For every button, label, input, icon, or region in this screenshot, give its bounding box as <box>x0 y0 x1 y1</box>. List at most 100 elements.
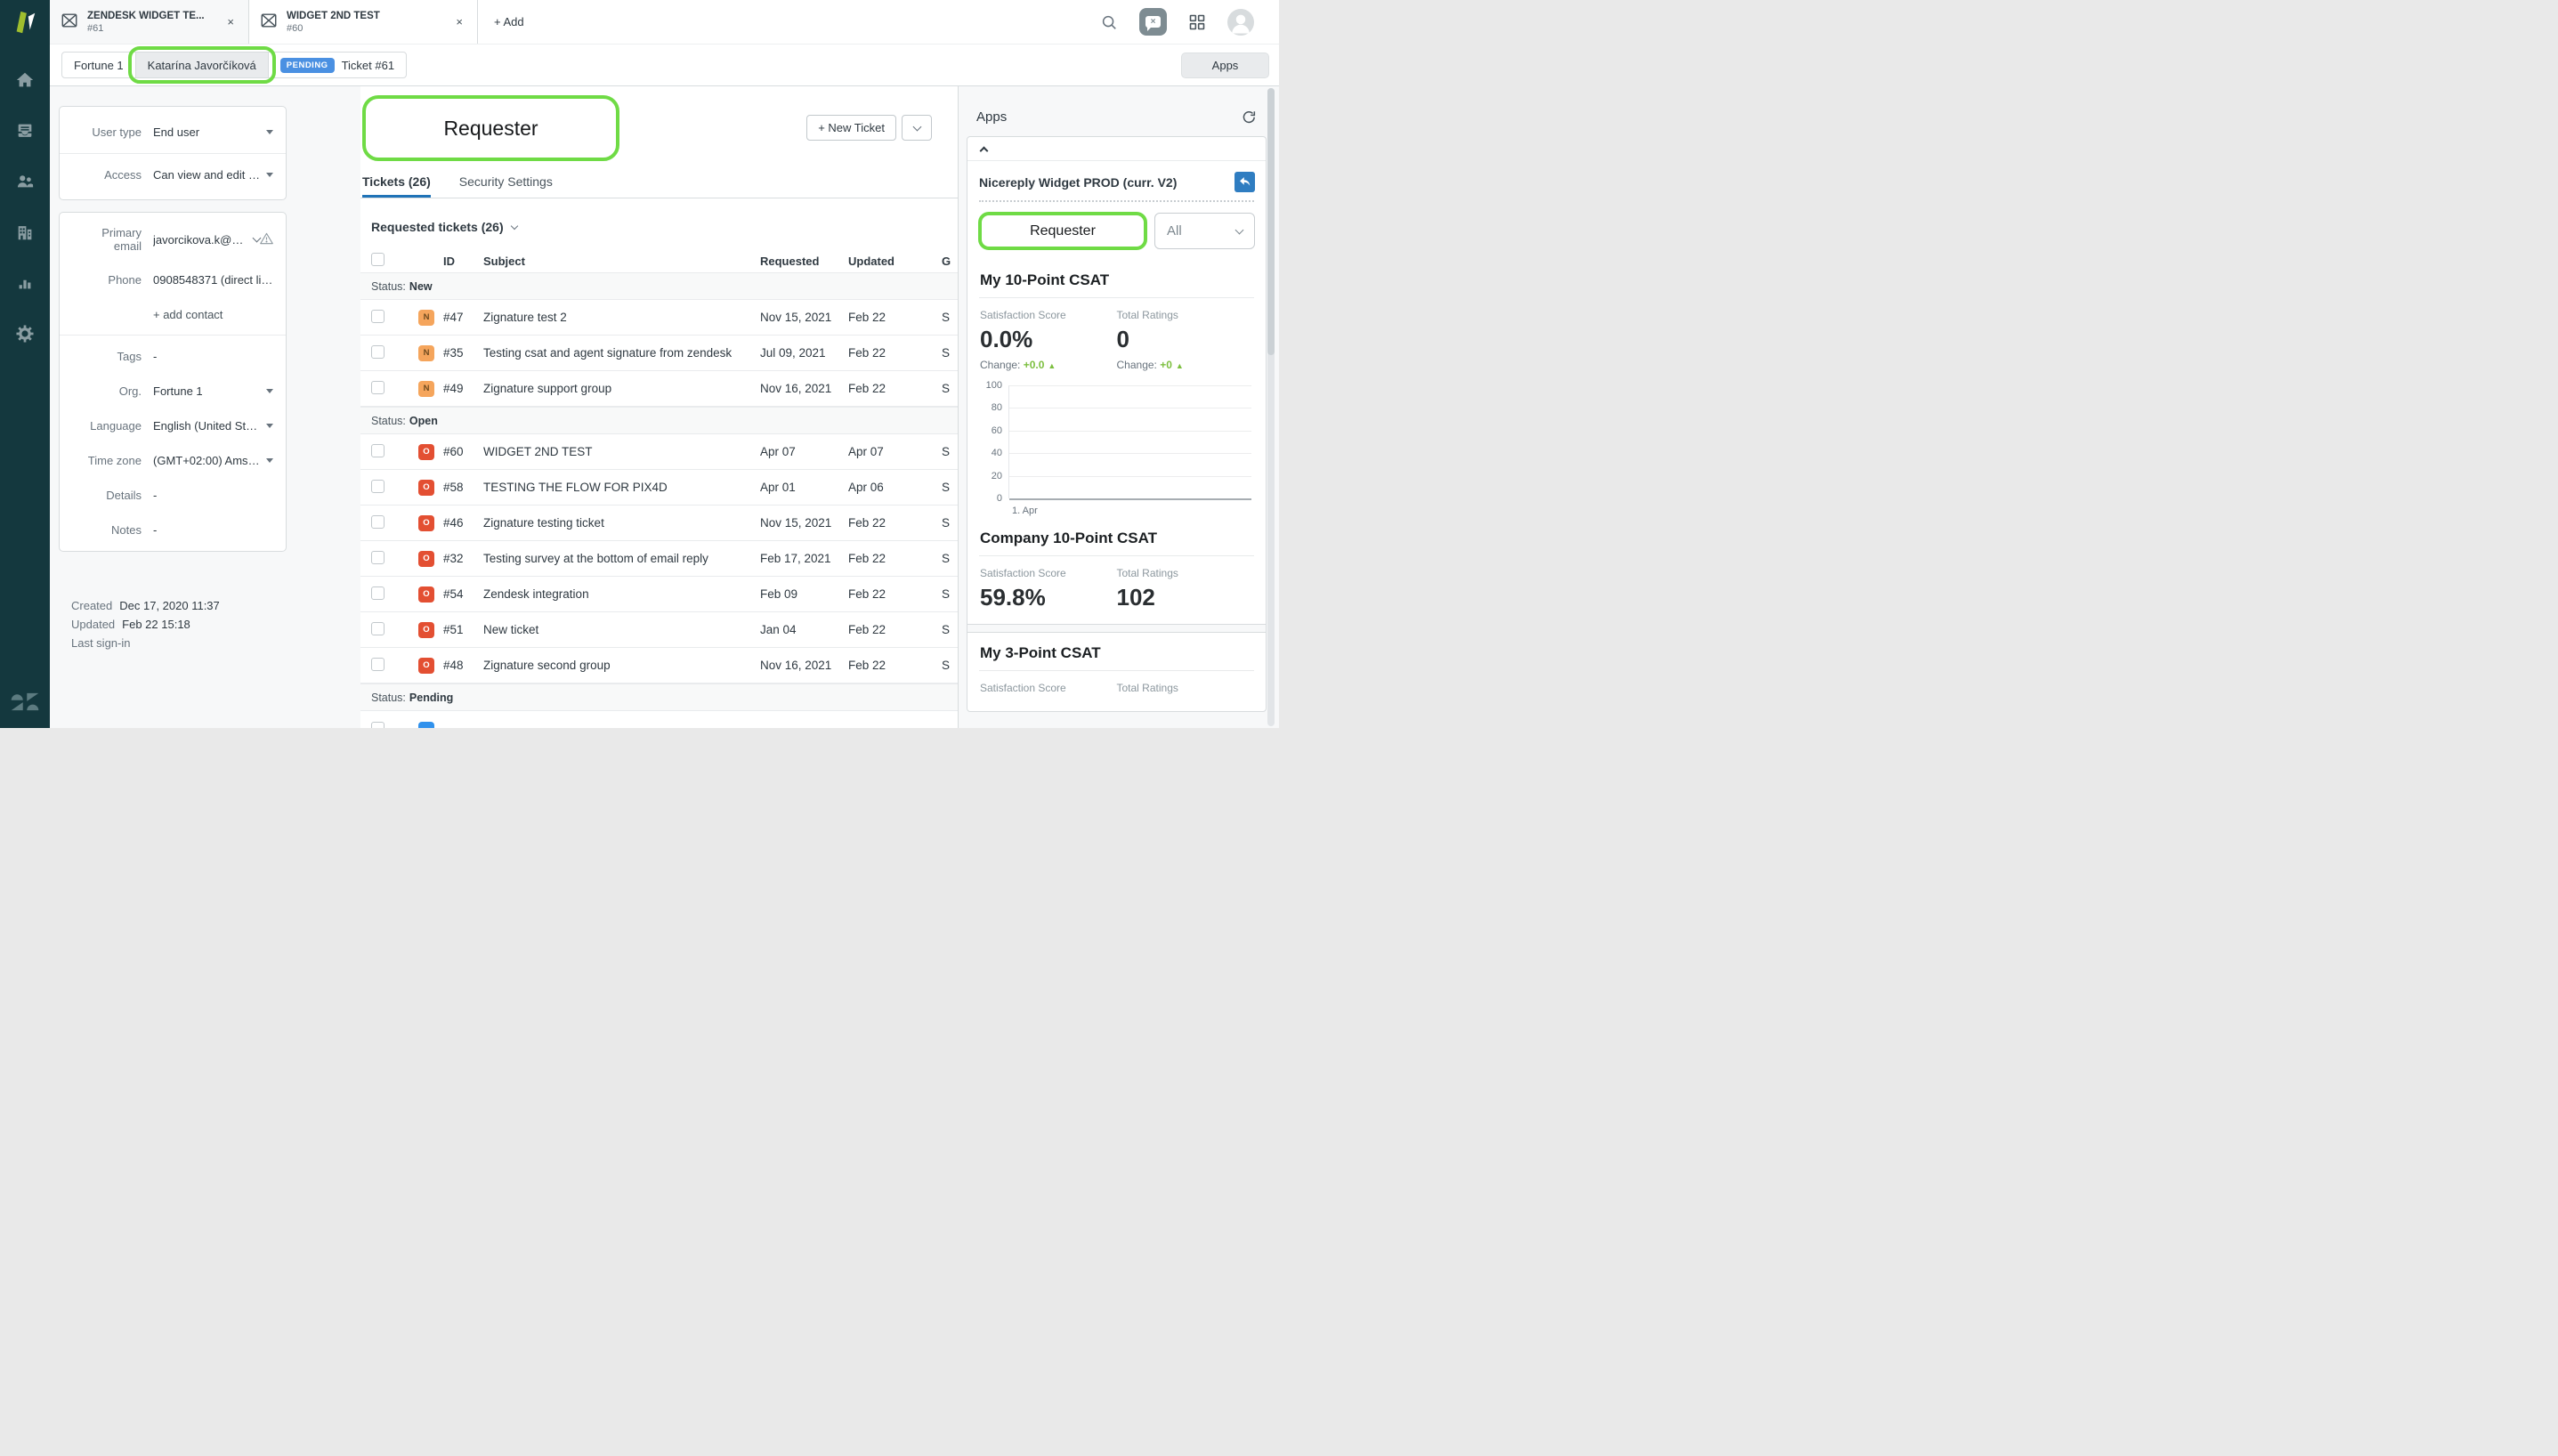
table-row[interactable]: N #35 Testing csat and agent signature fro… <box>360 336 958 371</box>
table-row[interactable]: N #49 Zignature support group Nov 16, 2021 F… <box>360 371 958 407</box>
row-checkbox[interactable] <box>371 309 385 323</box>
divider <box>60 335 286 336</box>
breadcrumb-ticket[interactable]: PENDING Ticket #61 <box>267 53 406 77</box>
ticket-subject[interactable]: Testing survey at the bottom of email re… <box>483 552 708 565</box>
stat-label: Satisfaction Score <box>980 309 1066 321</box>
add-tab-button[interactable]: + Add <box>494 15 524 28</box>
reply-button[interactable] <box>1234 172 1255 192</box>
breadcrumb-org[interactable]: Fortune 1 <box>74 58 124 72</box>
chevron-down-icon[interactable] <box>266 458 273 463</box>
table-row[interactable] <box>360 711 958 728</box>
table-row[interactable]: N #47 Zignature test 2 Nov 15, 2021 Feb 22 S <box>360 300 958 336</box>
main-header: Requester + New Ticket <box>360 86 958 162</box>
sidebar-item-organizations[interactable] <box>14 222 36 243</box>
field-label: Primary email <box>101 226 142 253</box>
change-label: Change: <box>1116 359 1161 371</box>
sidebar-item-home[interactable] <box>14 69 36 91</box>
ticket-subject[interactable]: Zignature second group <box>483 659 611 672</box>
column-updated: Updated <box>848 254 894 268</box>
field-value: Fortune 1 <box>153 384 203 398</box>
table-row[interactable]: O #32 Testing survey at the bottom of emai… <box>360 541 958 577</box>
row-checkbox-cell <box>371 586 418 603</box>
stat-label: Total Ratings <box>1116 567 1178 579</box>
status-badge-open: O <box>418 621 434 638</box>
chevron-down-icon[interactable] <box>266 424 273 428</box>
divider <box>979 555 1254 556</box>
new-ticket-dropdown-button[interactable] <box>902 115 932 141</box>
apps-scrollbar-thumb[interactable] <box>1267 88 1275 355</box>
chevron-down-icon[interactable] <box>266 173 273 177</box>
ticket-requested: Nov 15, 2021 <box>760 516 832 530</box>
ticket-subject[interactable]: TESTING THE FLOW FOR PIX4D <box>483 481 668 494</box>
row-checkbox[interactable] <box>371 344 385 359</box>
ticket-subject[interactable]: Testing csat and agent signature from ze… <box>483 346 733 360</box>
row-checkbox[interactable] <box>371 380 385 394</box>
meta-value: Feb 22 15:18 <box>122 618 190 631</box>
ticket-subject[interactable]: WIDGET 2ND TEST <box>483 445 593 458</box>
ticket-tab-61[interactable]: ZENDESK WIDGET TE... #61 × <box>50 0 249 44</box>
select-all-checkbox[interactable] <box>371 253 385 266</box>
sidebar-item-customers[interactable] <box>14 171 36 192</box>
row-checkbox[interactable] <box>371 722 385 728</box>
zendesk-logo[interactable] <box>10 692 40 714</box>
grid-icon[interactable] <box>1188 13 1206 31</box>
sidebar-item-reporting[interactable] <box>14 272 36 294</box>
table-row[interactable]: O #46 Zignature testing ticket Nov 15, 2021… <box>360 506 958 541</box>
sidebar-item-views[interactable] <box>14 120 36 142</box>
apps-toggle-button[interactable]: Apps <box>1181 52 1269 78</box>
row-checkbox[interactable] <box>371 550 385 564</box>
chevron-down-icon[interactable] <box>266 389 273 393</box>
ticket-tab-60[interactable]: WIDGET 2ND TEST #60 × <box>249 0 478 44</box>
brand-logo[interactable] <box>0 0 50 44</box>
row-checkbox[interactable] <box>371 657 385 671</box>
ticket-subject[interactable]: Zignature testing ticket <box>483 516 604 530</box>
table-row[interactable]: O #54 Zendesk integration Feb 09 Feb 22 S <box>360 577 958 612</box>
ticket-subject[interactable]: Zendesk integration <box>483 587 589 601</box>
meta-value: Dec 17, 2020 11:37 <box>119 599 220 612</box>
ticket-requested: Jul 09, 2021 <box>760 346 826 360</box>
ticket-requested: Feb 17, 2021 <box>760 552 831 565</box>
profile-field-phone: Phone 0908548371 (direct line) <box>60 263 286 297</box>
new-ticket-button[interactable]: + New Ticket <box>806 115 896 141</box>
ticket-subject[interactable]: Zignature test 2 <box>483 311 567 324</box>
status-cell <box>418 722 443 728</box>
row-checkbox[interactable] <box>371 586 385 600</box>
table-row[interactable]: O #51 New ticket Jan 04 Feb 22 S <box>360 612 958 648</box>
messaging-widget-icon[interactable]: × <box>1139 8 1167 36</box>
apps-scrollbar[interactable] <box>1267 88 1275 726</box>
status-cell: O <box>418 514 443 531</box>
ticket-updated: Feb 22 <box>848 623 886 636</box>
row-checkbox[interactable] <box>371 479 385 493</box>
ticket-subject[interactable]: Zignature support group <box>483 382 612 395</box>
close-icon[interactable]: × <box>227 15 234 28</box>
close-icon[interactable]: × <box>456 15 463 28</box>
breadcrumb-user[interactable]: Katarína Javorčíková <box>127 46 276 84</box>
add-contact-link[interactable]: + add contact <box>153 307 223 321</box>
sidebar-item-admin[interactable] <box>14 323 36 344</box>
tab-security-settings[interactable]: Security Settings <box>458 174 553 189</box>
row-checkbox[interactable] <box>371 514 385 529</box>
table-row[interactable]: O #60 WIDGET 2ND TEST Apr 07 Apr 07 S <box>360 434 958 470</box>
search-icon[interactable] <box>1100 13 1118 31</box>
row-checkbox[interactable] <box>371 621 385 635</box>
table-row[interactable]: O #58 TESTING THE FLOW FOR PIX4D Apr 01 Apr … <box>360 470 958 506</box>
stats-grid: Satisfaction Score 0.0% Change: +0.0 ▲ Total… <box>980 298 1253 371</box>
csat-section-title: My 10-Point CSAT <box>980 271 1110 288</box>
ticket-updated: Feb 22 <box>848 552 886 565</box>
rating-filter-select[interactable]: All <box>1154 213 1255 249</box>
widget-collapse-toggle[interactable] <box>967 137 1266 161</box>
tab-tickets[interactable]: Tickets (26) <box>362 174 431 198</box>
ticket-subject[interactable]: New ticket <box>483 623 539 636</box>
table-row[interactable]: O #48 Zignature second group Nov 16, 2021 Fe… <box>360 648 958 684</box>
ticket-id: #58 <box>443 481 464 494</box>
chevron-down-icon[interactable] <box>266 129 273 134</box>
chart-gridline <box>1009 385 1251 386</box>
requested-tickets-toggle[interactable]: Requested tickets (26) <box>371 220 958 234</box>
row-checkbox[interactable] <box>371 443 385 457</box>
meta-label: Last sign-in <box>71 636 131 650</box>
requester-filter-button[interactable]: Requester <box>978 212 1147 250</box>
avatar[interactable] <box>1227 8 1254 36</box>
stat-total-ratings: Total Ratings 0 Change: +0 ▲ <box>1117 298 1254 371</box>
refresh-icon[interactable] <box>1242 109 1257 125</box>
row-checkbox-cell <box>371 309 418 326</box>
